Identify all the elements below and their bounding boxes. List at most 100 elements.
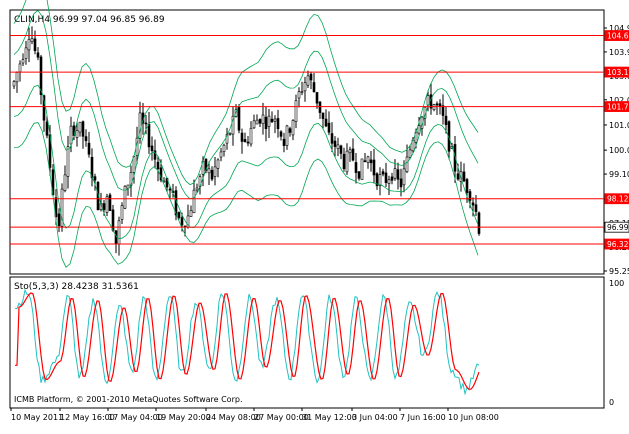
candle-body — [264, 116, 268, 129]
candle-body — [45, 121, 49, 136]
candle-body — [222, 144, 226, 152]
candle-body — [159, 167, 163, 181]
candle-body — [243, 139, 247, 143]
candle-body — [108, 194, 112, 211]
price-level-tag-label: 101.78 — [607, 103, 629, 112]
candle-body — [393, 168, 397, 179]
candle-body — [36, 52, 40, 58]
price-tick-label: 103.95 — [609, 48, 629, 57]
candle-body — [156, 161, 160, 170]
price-tick-label: 99.10 — [609, 170, 629, 179]
candle-body — [234, 109, 238, 117]
candle-body — [153, 150, 157, 160]
price-level-tag — [604, 221, 629, 233]
price-tick-label: 101.05 — [609, 121, 629, 130]
candle-body — [126, 184, 130, 189]
price-tick-label: 102.05 — [609, 96, 629, 105]
candle-body — [255, 119, 259, 125]
candle-body — [453, 144, 457, 172]
watermark: ICMB Platform, © 2001-2010 MetaQuotes So… — [14, 395, 243, 404]
price-tick-label: 95.25 — [609, 267, 629, 276]
candle-body — [339, 145, 343, 154]
stochastic-lines — [14, 288, 480, 396]
candle-body — [279, 131, 283, 137]
stochastic-main-line — [15, 292, 480, 390]
candle-body — [246, 141, 250, 144]
candle-body — [192, 189, 196, 214]
candle-body — [372, 159, 376, 176]
candle-body — [276, 118, 280, 130]
candle-body — [294, 100, 298, 122]
candle-body — [354, 162, 358, 173]
candlestick-series — [12, 26, 481, 256]
candle-body — [54, 197, 58, 218]
candle-body — [30, 38, 34, 43]
price-level-tag-label: 103.15 — [607, 68, 629, 77]
candle-body — [363, 160, 367, 162]
time-tick-label: 31 May 12:00 — [302, 413, 357, 422]
price-axis: 104.90103.95103.00102.05101.05100.0599.1… — [604, 24, 629, 276]
candle-body — [33, 38, 37, 52]
candle-body — [66, 146, 70, 177]
candle-body — [396, 169, 400, 180]
candle-body — [387, 179, 391, 184]
stochastic-scale-top: 100 — [609, 279, 624, 288]
time-tick-label: 10 May 2011 — [11, 413, 63, 422]
candle-body — [12, 81, 16, 87]
time-tick-label: 17 May 04:00 — [108, 413, 163, 422]
candle-body — [18, 63, 22, 73]
candle-body — [21, 59, 25, 64]
candle-body — [117, 220, 121, 245]
candle-body — [381, 171, 385, 175]
candle-body — [327, 122, 331, 133]
candle-body — [102, 203, 106, 210]
candle-body — [360, 158, 364, 180]
candle-body — [465, 179, 469, 193]
candle-body — [168, 188, 172, 191]
candle-body — [189, 210, 193, 217]
candle-body — [177, 212, 181, 218]
candle-body — [267, 115, 271, 127]
envelope-band-line — [13, 122, 479, 268]
candle-body — [441, 105, 445, 116]
candle-body — [63, 174, 67, 191]
envelope-band-line — [13, 84, 479, 240]
candle-body — [342, 153, 346, 169]
candle-body — [42, 95, 46, 121]
candle-body — [477, 212, 481, 234]
candle-body — [315, 92, 319, 104]
candle-body — [27, 39, 31, 51]
price-level-tag-label: 104.60 — [607, 32, 629, 41]
time-tick-label: 10 Jun 08:00 — [448, 413, 499, 422]
candle-body — [348, 149, 352, 154]
candle-body — [273, 118, 277, 122]
candle-body — [120, 205, 124, 220]
candle-body — [399, 178, 403, 188]
time-tick-label: 24 May 08:00 — [206, 413, 261, 422]
stochastic-scale-bottom: 0 — [609, 398, 614, 407]
candle-body — [123, 185, 127, 209]
time-tick-label: 3 Jun 04:00 — [352, 413, 398, 422]
stochastic-signal-line — [14, 288, 480, 396]
time-tick-label: 12 May 16:00 — [60, 413, 115, 422]
candle-body — [300, 91, 304, 93]
candle-body — [321, 112, 325, 119]
candle-body — [474, 204, 478, 212]
candle-body — [471, 202, 475, 206]
candle-body — [210, 169, 214, 180]
candle-body — [60, 188, 64, 227]
price-tick-label: 104.90 — [609, 24, 629, 33]
candle-body — [405, 156, 409, 173]
candle-body — [231, 115, 235, 135]
candle-body — [87, 142, 91, 155]
candle-body — [207, 168, 211, 174]
candle-body — [105, 196, 109, 213]
candle-body — [333, 140, 337, 147]
horizontal-levels[interactable]: 104.60 103.15 101.78 98.12 96.99 96.32 — [10, 30, 629, 250]
candle-body — [270, 118, 274, 123]
price-panel — [9, 9, 605, 275]
time-tick-label: 7 Jun 16:00 — [400, 413, 446, 422]
